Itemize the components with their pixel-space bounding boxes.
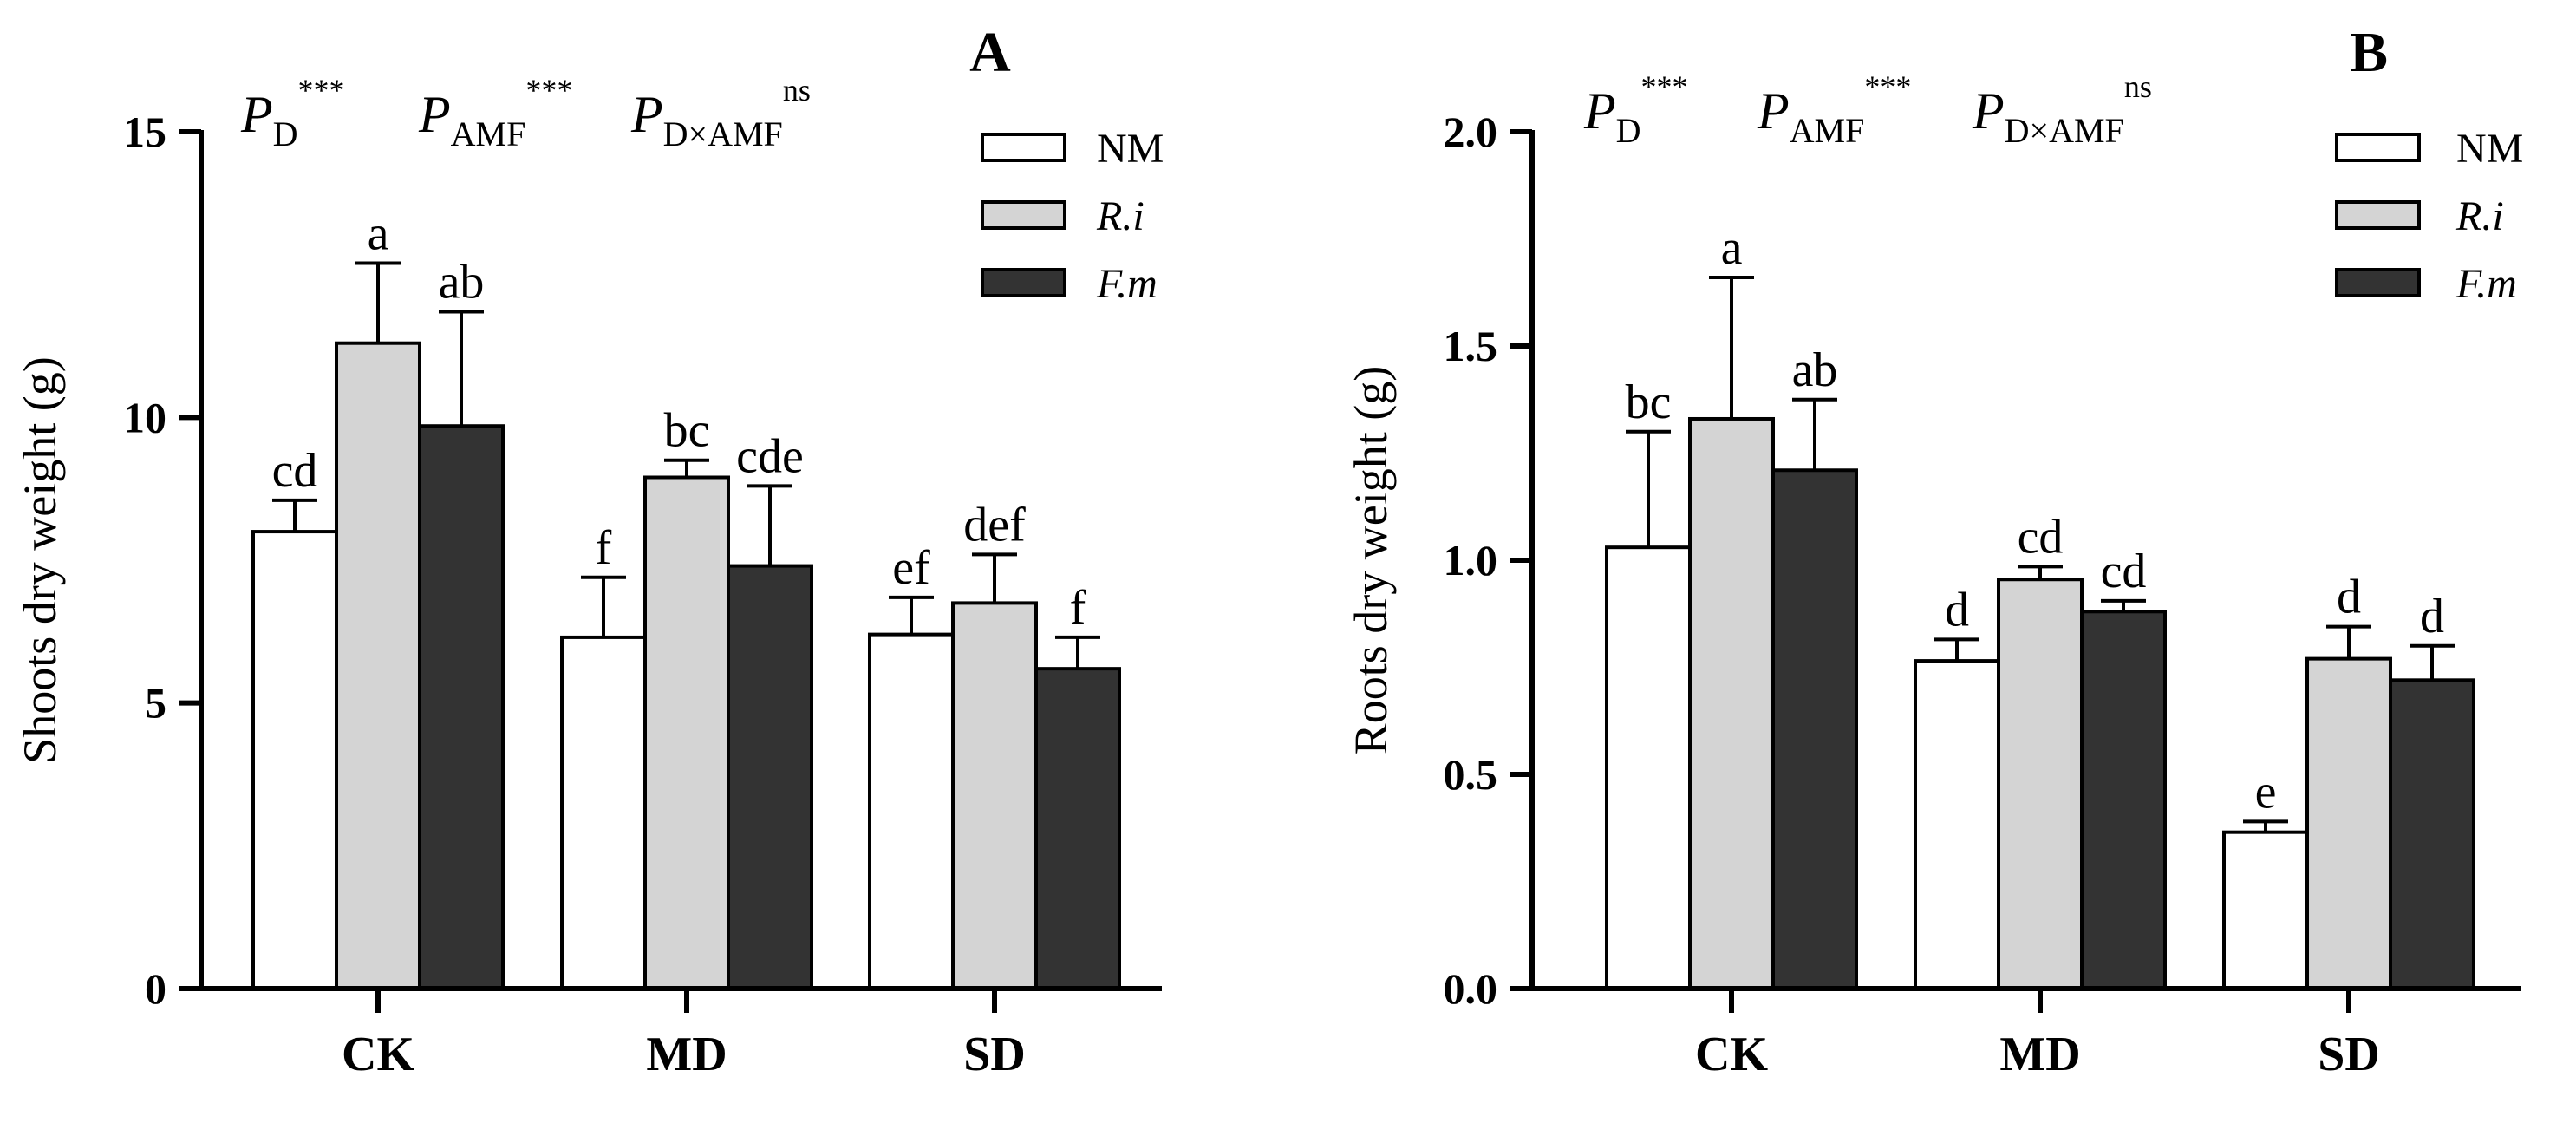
bar	[1997, 578, 2084, 990]
x-tick-label: MD	[646, 1028, 727, 1081]
stat-annotation: PD×AMFns	[1972, 69, 2152, 150]
bar	[560, 635, 647, 990]
significance-letter: f	[596, 521, 612, 575]
legend-label: F.m	[2455, 261, 2517, 307]
significance-letter: cd	[2101, 545, 2147, 598]
bar	[1605, 545, 1692, 990]
y-tick-label: 0.0	[1444, 964, 1498, 1013]
stat-annotation: PAMF ***	[1757, 69, 1911, 150]
stat-superscript: ns	[2124, 69, 2152, 104]
legend-swatch	[981, 200, 1066, 230]
y-tick-label: 5	[145, 679, 166, 728]
significance-letter: d	[2420, 590, 2444, 643]
stat-symbol: P	[630, 86, 663, 143]
bar	[2305, 656, 2392, 990]
y-tick-label: 0.5	[1444, 750, 1498, 799]
significance-letter: e	[2255, 765, 2277, 819]
x-tick-label: CK	[342, 1028, 414, 1081]
y-tick-label: 1.5	[1444, 322, 1498, 370]
legend-swatch	[2335, 200, 2421, 230]
legend-label: R.i	[1096, 193, 1145, 239]
x-tick-label: SD	[2318, 1028, 2380, 1081]
stat-symbol: P	[1972, 82, 2005, 140]
y-tick-label: 10	[123, 393, 166, 441]
panel-letter: A	[969, 21, 1011, 84]
x-tick-label: MD	[1999, 1028, 2080, 1081]
bar	[951, 601, 1038, 991]
significance-letter: d	[1945, 583, 1969, 637]
bar	[2222, 830, 2309, 990]
significance-letter: ef	[892, 541, 930, 595]
bar	[2389, 678, 2475, 990]
bar	[643, 475, 730, 990]
stat-annotation: PD***	[1583, 69, 1688, 150]
x-tick-label: SD	[963, 1028, 1026, 1081]
bar	[335, 341, 421, 990]
stat-annotation: PD***	[240, 73, 345, 153]
significance-letter: f	[1070, 581, 1086, 635]
significance-letter: bc	[664, 404, 710, 458]
bar	[1034, 667, 1121, 990]
stat-superscript: ***	[525, 73, 572, 108]
significance-letter: d	[2337, 571, 2361, 624]
significance-letter: ab	[1792, 343, 1838, 397]
legend-label: F.m	[1096, 261, 1158, 307]
stat-superscript: ***	[298, 73, 345, 108]
stat-superscript: ***	[1641, 69, 1688, 104]
stat-symbol: P	[418, 86, 451, 143]
stat-symbol: P	[1583, 82, 1616, 140]
significance-letter: cd	[272, 444, 318, 498]
bar	[251, 530, 338, 990]
y-axis-label: Shoots dry weight (g)	[14, 356, 66, 763]
stat-subscript: AMF	[451, 114, 526, 153]
stat-superscript: ns	[783, 73, 811, 108]
y-tick-label: 2.0	[1444, 108, 1498, 156]
stat-symbol: P	[240, 86, 273, 143]
significance-letter: cde	[736, 429, 804, 483]
stat-annotation: PAMF ***	[418, 73, 572, 153]
y-tick-label: 1.0	[1444, 536, 1498, 584]
y-tick-label: 15	[123, 108, 166, 156]
significance-letter: ab	[439, 255, 485, 309]
stat-subscript: D×AMF	[2005, 111, 2124, 150]
stat-superscript: ***	[1864, 69, 1911, 104]
stat-subscript: D	[273, 114, 298, 153]
bar	[2080, 610, 2167, 991]
legend-swatch	[2335, 133, 2421, 162]
x-tick-label: CK	[1695, 1028, 1768, 1081]
y-axis-label: Roots dry weight (g)	[1345, 366, 1397, 754]
bar	[868, 632, 955, 990]
stat-subscript: AMF	[1790, 111, 1865, 150]
stat-annotation: PD×AMFns	[630, 73, 811, 153]
bar	[1914, 659, 2000, 991]
stat-subscript: D×AMF	[663, 114, 783, 153]
significance-letter: a	[1721, 221, 1743, 275]
bar	[1688, 416, 1775, 991]
legend-swatch	[981, 268, 1066, 297]
significance-letter: a	[368, 206, 389, 260]
legend-label: NM	[1097, 126, 1164, 172]
panel-letter: B	[2350, 21, 2388, 84]
bar	[727, 564, 813, 990]
legend-swatch	[981, 133, 1066, 162]
y-tick-label: 0	[145, 964, 166, 1013]
significance-letter: cd	[2018, 510, 2064, 564]
legend-label: NM	[2456, 126, 2523, 172]
legend-swatch	[2335, 268, 2421, 297]
bar	[418, 424, 505, 991]
significance-letter: def	[963, 498, 1026, 552]
legend-label: R.i	[2455, 193, 2504, 239]
stat-subscript: D	[1616, 111, 1641, 150]
bar	[1771, 468, 1858, 990]
stat-symbol: P	[1757, 82, 1790, 140]
significance-letter: bc	[1626, 375, 1672, 429]
